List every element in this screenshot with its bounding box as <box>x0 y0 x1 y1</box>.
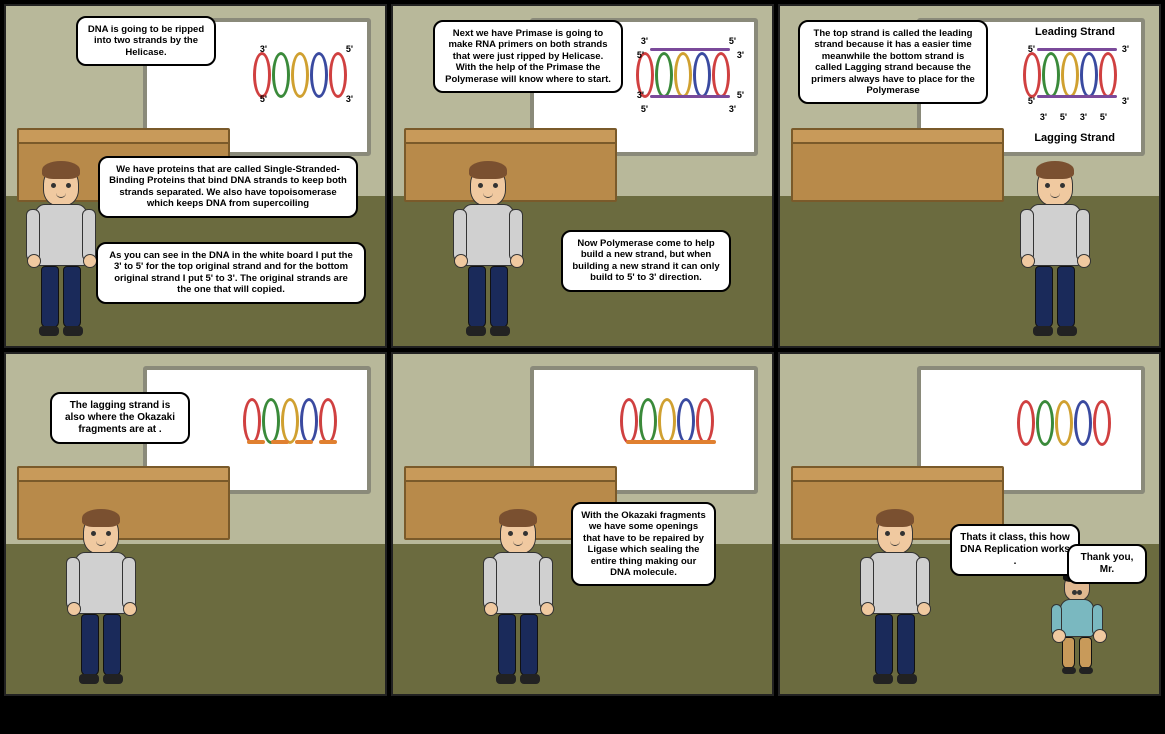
student-character <box>1055 573 1099 674</box>
label: 3' <box>641 36 648 46</box>
primer-top <box>650 48 730 51</box>
dna-helix <box>620 398 714 444</box>
label: 3' <box>737 50 744 60</box>
label: 5' <box>1028 44 1035 54</box>
speech-bubble: Thank you, Mr. <box>1067 544 1147 584</box>
speech-bubble: We have proteins that are called Single-… <box>98 156 358 218</box>
speech-bubble: Thats it class, this how DNA Replication… <box>950 524 1080 576</box>
label: 5' <box>1060 112 1067 122</box>
speech-bubble: Now Polymerase come to help build a new … <box>561 230 731 292</box>
label-leading: Leading Strand <box>1035 26 1115 38</box>
ligase-seal <box>626 440 716 444</box>
speech-bubble: With the Okazaki fragments we have some … <box>571 502 716 586</box>
teacher-character <box>1020 166 1090 336</box>
label: 3' <box>637 90 644 100</box>
teacher-character <box>860 514 930 684</box>
label: 5' <box>1028 96 1035 106</box>
dna-helix <box>243 398 337 444</box>
storyboard-grid: 3' 5' 5' 3' DNA is going to be ripped in… <box>0 0 1165 700</box>
primer-bottom <box>650 95 730 98</box>
speech-bubble: Next we have Primase is going to make RN… <box>433 20 623 93</box>
okazaki-fragment <box>319 440 337 444</box>
primer-bottom <box>1037 95 1117 98</box>
floor <box>6 544 385 694</box>
dna-helix <box>636 52 730 98</box>
label-lagging: Lagging Strand <box>1034 132 1115 144</box>
label: 3' <box>1122 96 1129 106</box>
panel-6: Thats it class, this how DNA Replication… <box>778 352 1161 696</box>
okazaki-fragment <box>247 440 265 444</box>
speech-bubble: DNA is going to be ripped into two stran… <box>76 16 216 66</box>
teacher-character <box>66 514 136 684</box>
primer-top <box>1037 48 1117 51</box>
okazaki-fragment <box>271 440 289 444</box>
speech-bubble: The top strand is called the leading str… <box>798 20 988 104</box>
label: 5' <box>641 104 648 114</box>
label: 5' <box>1100 112 1107 122</box>
panel-4: The lagging strand is also where the Oka… <box>4 352 387 696</box>
desk <box>791 136 1003 202</box>
speech-bubble: As you can see in the DNA in the white b… <box>96 242 366 304</box>
label-3p: 3' <box>260 44 267 54</box>
label: 3' <box>1122 44 1129 54</box>
label-5p: 5' <box>346 44 353 54</box>
floor <box>780 196 1159 346</box>
teacher-character <box>483 514 553 684</box>
speech-bubble: The lagging strand is also where the Oka… <box>50 392 190 444</box>
okazaki-fragment <box>295 440 313 444</box>
teacher-character <box>26 166 96 336</box>
label: 5' <box>729 36 736 46</box>
label-3p: 3' <box>346 94 353 104</box>
dna-helix <box>253 52 347 98</box>
dna-helix <box>1023 52 1117 98</box>
label: 3' <box>729 104 736 114</box>
dna-helix <box>1017 400 1111 446</box>
label: 3' <box>1080 112 1087 122</box>
label: 3' <box>1040 112 1047 122</box>
teacher-character <box>453 166 523 336</box>
panel-5: With the Okazaki fragments we have some … <box>391 352 774 696</box>
panel-2: 3' 5' 5' 3' 3' 5' 5' 3' Next we have Pri… <box>391 4 774 348</box>
label-5p: 5' <box>260 94 267 104</box>
panel-1: 3' 5' 5' 3' DNA is going to be ripped in… <box>4 4 387 348</box>
label: 5' <box>637 50 644 60</box>
label: 5' <box>737 90 744 100</box>
panel-3: Leading Strand Lagging Strand 5' 3' 5' 3… <box>778 4 1161 348</box>
